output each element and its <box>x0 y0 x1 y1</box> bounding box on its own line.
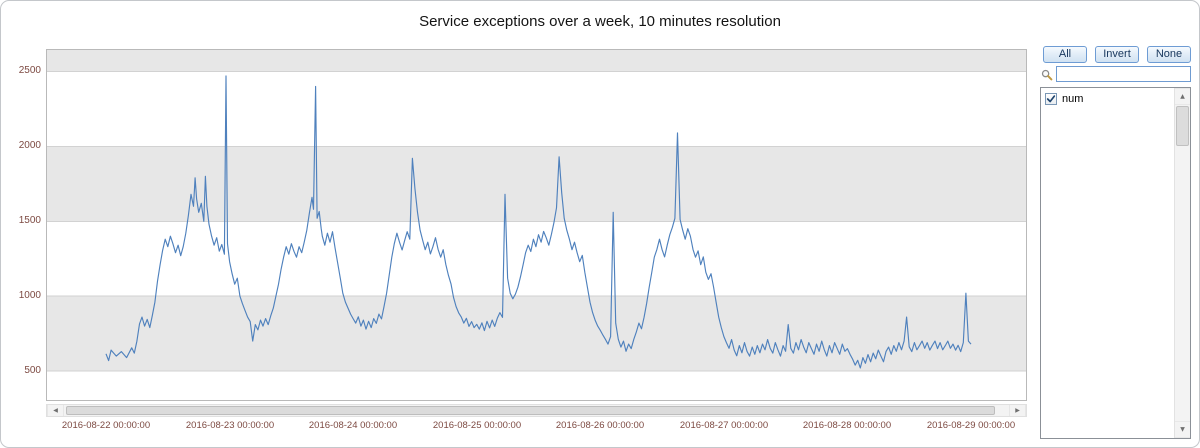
right-arrow-icon: ▶ <box>1015 406 1020 414</box>
series-label: num <box>1062 93 1084 105</box>
chart-title: Service exceptions over a week, 10 minut… <box>419 13 781 30</box>
select-none-button[interactable]: None <box>1147 46 1191 63</box>
scroll-down-button[interactable]: ▼ <box>1175 421 1190 438</box>
vscrollbar-thumb[interactable] <box>1176 106 1189 146</box>
chart-plot[interactable] <box>46 49 1027 401</box>
scroll-left-button[interactable]: ◀ <box>47 405 64 416</box>
list-vertical-scrollbar[interactable]: ▲ ▼ <box>1174 88 1190 438</box>
x-tick-label: 2016-08-25 00:00:00 <box>432 420 522 431</box>
y-tick-label: 1500 <box>18 215 41 226</box>
x-tick-label: 2016-08-24 00:00:00 <box>308 420 398 431</box>
y-tick-label: 500 <box>24 365 41 376</box>
scroll-up-button[interactable]: ▲ <box>1175 88 1190 105</box>
up-arrow-icon: ▲ <box>1180 92 1185 100</box>
select-all-button[interactable]: All <box>1043 46 1087 63</box>
series-search-input[interactable] <box>1056 66 1191 82</box>
left-arrow-icon: ◀ <box>53 406 58 414</box>
hscrollbar-track[interactable] <box>64 405 1009 416</box>
scroll-right-button[interactable]: ▶ <box>1009 405 1026 416</box>
series-search-row <box>1041 66 1191 82</box>
x-tick-label: 2016-08-23 00:00:00 <box>185 420 275 431</box>
y-tick-label: 2500 <box>18 65 41 76</box>
x-tick-label: 2016-08-28 00:00:00 <box>802 420 892 431</box>
y-tick-label: 2000 <box>18 140 41 151</box>
series-listbox[interactable]: num ▲ ▼ <box>1040 87 1191 439</box>
series-list-item[interactable]: num <box>1045 91 1188 107</box>
hscrollbar-thumb[interactable] <box>66 406 995 415</box>
x-tick-label: 2016-08-22 00:00:00 <box>61 420 151 431</box>
down-arrow-icon: ▼ <box>1180 425 1185 433</box>
y-tick-label: 1000 <box>18 290 41 301</box>
invert-selection-button[interactable]: Invert <box>1095 46 1139 63</box>
x-tick-label: 2016-08-27 00:00:00 <box>679 420 769 431</box>
chart-horizontal-scrollbar[interactable]: ◀ ▶ <box>46 404 1027 417</box>
x-tick-label: 2016-08-29 00:00:00 <box>926 420 1016 431</box>
vscrollbar-track[interactable] <box>1175 105 1190 421</box>
search-icon <box>1041 68 1053 81</box>
x-tick-label: 2016-08-26 00:00:00 <box>555 420 645 431</box>
series-checkbox[interactable] <box>1045 93 1057 105</box>
selection-button-row: All Invert None <box>1043 46 1191 63</box>
